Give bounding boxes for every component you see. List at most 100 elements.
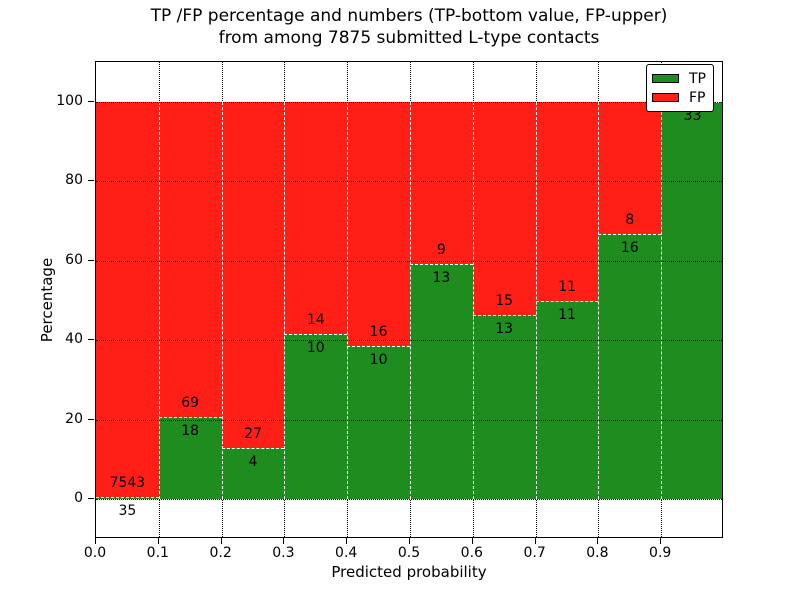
y-gridline [96,260,722,262]
bar-boundary-edge [472,314,536,316]
chart-title-line2: from among 7875 submitted L-type contact… [218,28,600,48]
bar-segment-tp [472,314,536,500]
bar-boundary-edge [221,447,285,449]
chart-title-line1: TP /FP percentage and numbers (TP-bottom… [150,6,668,26]
y-tick-mark [88,259,94,261]
x-tick-mark [220,538,222,544]
y-tick-label: 0 [74,490,83,507]
bar-boundary-edge [535,300,599,302]
bar-edge [410,101,411,500]
x-axis-label: Predicted probability [331,563,487,581]
y-gridline [96,101,722,103]
x-tick-mark [157,538,159,544]
bar-segment-tp [221,447,285,500]
tp-count-label: 4 [248,453,258,470]
bar-segment-fp [598,101,662,235]
x-tick-label: 0.9 [649,545,672,561]
x-tick-label: 0.0 [83,545,107,561]
x-tick-label: 0.4 [335,545,358,561]
y-tick-mark [88,339,94,341]
y-gridline [96,181,722,183]
y-gridline [96,340,722,342]
bar-segment-tp [158,417,222,500]
y-tick-label: 20 [65,410,83,427]
chart-title: TP /FP percentage and numbers (TP-bottom… [95,5,723,49]
legend: TP FP [646,64,714,112]
bar-segment-fp [96,101,159,498]
fp-count-label: 27 [244,425,262,442]
bar-boundary-edge [158,417,222,418]
y-tick-mark [88,180,94,182]
bar-boundary-edge [410,264,473,266]
y-tick-label: 60 [65,251,83,268]
x-tick-mark [660,538,662,544]
y-gridline [96,499,722,501]
x-tick-label: 0.3 [272,545,295,561]
fp-count-label: 9 [436,242,446,259]
fp-count-label: 16 [369,324,388,341]
bar-boundary-edge [96,497,159,499]
bar-segment-tp [661,101,722,500]
bar-segment-fp [472,101,536,315]
bar-segment-fp [284,101,348,334]
bar-edge [598,101,600,500]
bar-segment-tp [410,264,473,500]
bar-segment-tp [598,234,662,500]
y-tick-label: 40 [65,331,83,348]
y-tick-mark [88,100,94,102]
bar-segment-fp [221,101,285,448]
fp-count-label: 11 [558,278,576,295]
bar-edge [221,101,223,500]
fp-count-label: 15 [495,292,514,309]
tp-count-label: 13 [432,270,451,287]
fp-count-label: 8 [625,212,635,229]
legend-row-fp: FP [647,88,713,107]
bar-edge [472,101,474,500]
tp-count-label: 10 [369,352,388,369]
tp-count-label: 13 [495,320,514,337]
y-tick-label: 100 [56,92,83,109]
bar-boundary-edge [347,346,410,348]
x-tick-label: 0.8 [586,545,609,561]
y-tick-mark [88,418,94,420]
legend-label-fp: FP [689,89,706,106]
bar-edge [661,101,663,500]
tp-count-label: 35 [118,503,137,520]
x-tick-mark [597,538,599,544]
y-axis-label: Percentage [38,257,56,343]
x-tick-label: 0.1 [146,545,169,561]
x-tick-mark [409,538,410,544]
x-tick-label: 0.2 [209,545,232,561]
bar-segment-fp [158,101,222,417]
bar-segment-tp [535,300,599,500]
x-tick-label: 0.5 [397,545,421,561]
fp-count-label: 14 [306,311,325,328]
x-tick-label: 0.6 [460,545,483,561]
bar-edge [535,101,537,500]
fp-count-label: 7543 [109,475,146,492]
x-tick-mark [346,538,348,544]
bar-segment-tp [284,333,348,500]
y-gridline [96,419,722,421]
x-tick-mark [283,538,285,544]
tp-count-label: 18 [181,423,200,439]
tp-count-label: 10 [306,339,325,356]
plot-area: 75433569182741410161091315131111816033 [95,61,723,538]
x-tick-mark [471,538,473,544]
bar-edge [158,101,160,500]
legend-row-tp: TP [647,69,713,88]
x-tick-mark [95,538,96,544]
bar-segment-tp [347,346,410,500]
tp-count-label: 16 [620,240,639,257]
y-tick-label: 80 [65,172,83,189]
bar-edge [347,101,349,500]
y-tick-mark [88,498,94,500]
bar-boundary-edge [598,234,662,236]
fp-count-label: 69 [181,395,200,411]
bar-segment-fp [347,101,410,347]
tp-count-label: 11 [558,306,576,323]
legend-swatch-fp-icon [652,93,679,102]
legend-label-tp: TP [689,70,706,87]
legend-swatch-tp-icon [652,74,679,83]
